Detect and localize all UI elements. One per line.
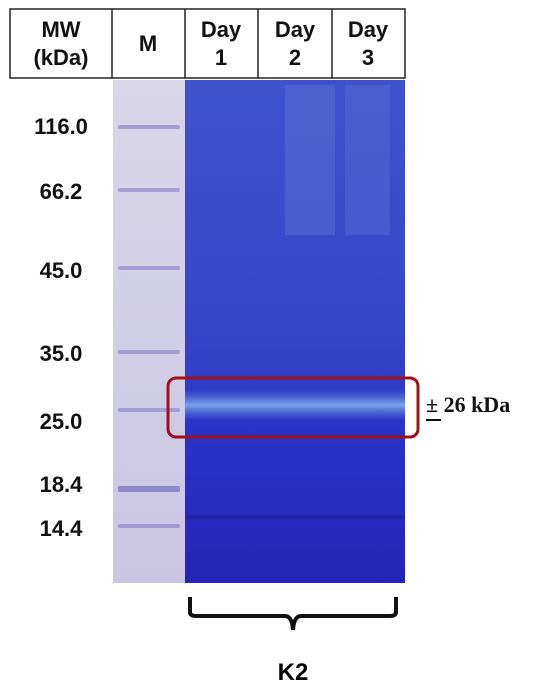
marker-label: 18.4 bbox=[40, 472, 84, 497]
marker-band bbox=[118, 266, 180, 270]
header-cell: 1 bbox=[215, 45, 227, 70]
dye-front bbox=[185, 515, 405, 519]
marker-band bbox=[118, 350, 180, 354]
lane-smear bbox=[285, 85, 335, 235]
marker-label: 45.0 bbox=[40, 258, 83, 283]
lane-smear bbox=[345, 85, 390, 235]
annotation: ± 26 kDa bbox=[426, 392, 510, 417]
header-cell: Day bbox=[275, 17, 316, 42]
marker-band bbox=[118, 188, 180, 192]
group-label: K2 bbox=[278, 659, 309, 686]
group-bracket bbox=[188, 597, 398, 631]
header-labels: MW (kDa) M Day 1 Day 2 Day 3 bbox=[33, 17, 388, 70]
header-cell: Day bbox=[348, 17, 389, 42]
marker-band bbox=[118, 486, 180, 492]
sample-lanes bbox=[185, 80, 405, 583]
protein-band bbox=[185, 390, 405, 420]
marker-band bbox=[118, 408, 180, 412]
header-cell: MW bbox=[41, 17, 80, 42]
marker-label: 66.2 bbox=[40, 179, 83, 204]
marker-label: 14.4 bbox=[40, 516, 84, 541]
header-cell: (kDa) bbox=[33, 45, 88, 70]
header-cell: 3 bbox=[362, 45, 374, 70]
marker-bands bbox=[118, 125, 180, 528]
marker-band bbox=[118, 125, 180, 129]
marker-label: 116.0 bbox=[34, 114, 88, 139]
marker-band bbox=[118, 524, 180, 528]
marker-lane bbox=[113, 80, 185, 583]
header-cell: Day bbox=[201, 17, 242, 42]
header-cell: 2 bbox=[289, 45, 301, 70]
highlight-box bbox=[166, 376, 420, 439]
header-cell: M bbox=[139, 31, 157, 56]
header-table bbox=[9, 8, 406, 79]
marker-label: 35.0 bbox=[40, 341, 83, 366]
marker-label: 25.0 bbox=[40, 409, 83, 434]
marker-labels: 116.0 66.2 45.0 35.0 25.0 18.4 14.4 bbox=[34, 114, 88, 541]
